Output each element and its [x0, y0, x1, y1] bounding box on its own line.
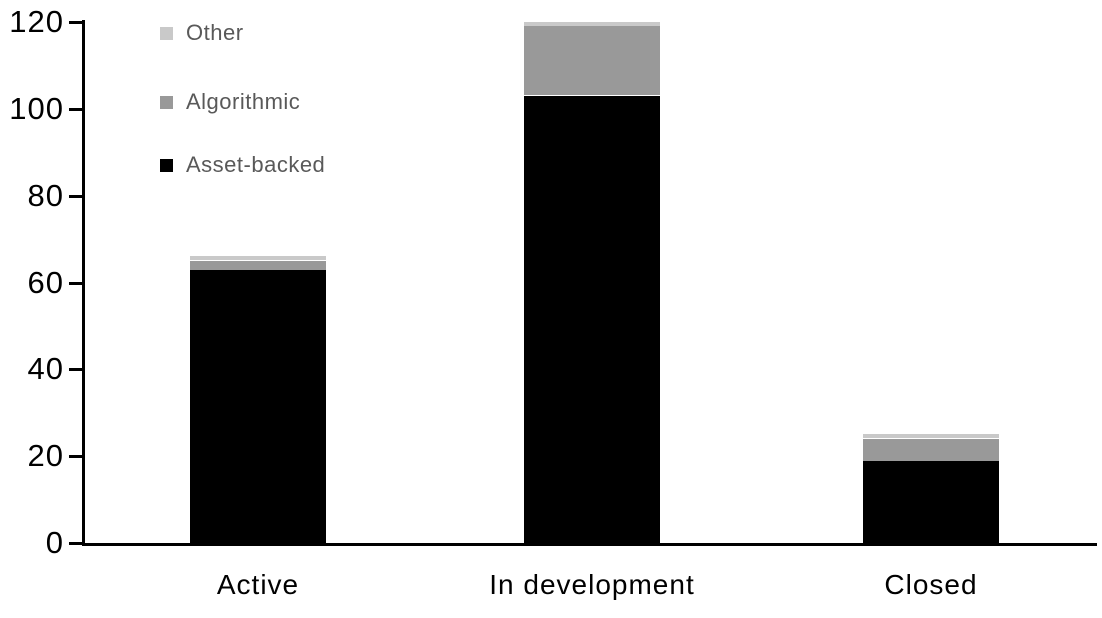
y-axis-tick: [69, 368, 82, 371]
bar-segment-other-closed: [863, 434, 999, 438]
legend-swatch-asset-backed-icon: [160, 158, 173, 172]
legend-label: Other: [186, 20, 244, 45]
legend-item-other: Other: [160, 16, 244, 50]
legend-label: Asset-backed: [186, 152, 326, 177]
y-tick-label: 60: [27, 265, 64, 300]
legend-item-algorithmic: Algorithmic: [160, 85, 300, 119]
y-tick-label: 100: [9, 91, 64, 126]
y-tick-label: 80: [27, 178, 64, 213]
legend-swatch-other-icon: [160, 26, 173, 40]
y-axis-tick: [69, 195, 82, 198]
y-tick-label: 120: [9, 4, 64, 39]
bar-segment-other-in-development: [524, 22, 660, 26]
y-axis-tick: [69, 282, 82, 285]
y-axis-tick: [69, 21, 82, 24]
legend-item-asset-backed: Asset-backed: [160, 148, 325, 182]
bar-segment-asset-backed-closed: [863, 461, 999, 543]
x-axis-line: [82, 543, 1097, 546]
y-axis-tick: [69, 542, 82, 545]
bar-segment-algorithmic-closed: [863, 439, 999, 461]
legend-label: Algorithmic: [186, 89, 301, 114]
x-category-label: Closed: [884, 569, 978, 600]
bar-segment-asset-backed-active: [190, 269, 326, 543]
x-category-label: Active: [216, 569, 300, 600]
bar-segment-algorithmic-active: [190, 261, 326, 270]
y-tick-label: 20: [27, 438, 64, 473]
bar-segment-asset-backed-in-development: [524, 96, 660, 543]
y-tick-label: 0: [45, 525, 64, 560]
y-axis-tick: [69, 108, 82, 111]
y-axis-line: [82, 20, 85, 546]
y-axis-tick: [69, 455, 82, 458]
legend-swatch-algorithmic-icon: [160, 95, 173, 109]
bar-segment-algorithmic-in-development: [524, 26, 660, 95]
bar-segment-other-active: [190, 256, 326, 260]
y-tick-label: 40: [27, 351, 64, 386]
x-category-label: In development: [489, 569, 695, 600]
